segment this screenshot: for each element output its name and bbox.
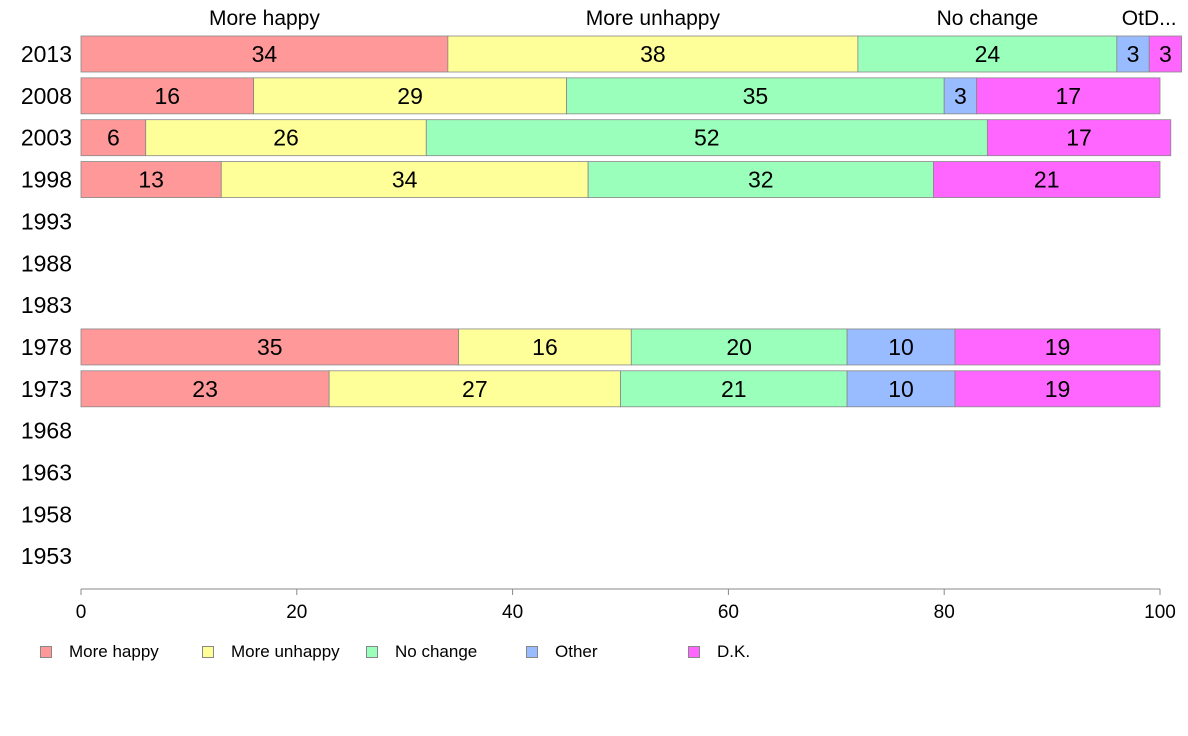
legend-label: D.K.: [717, 642, 751, 661]
category-label: 1973: [21, 376, 72, 402]
data-label: 38: [640, 41, 666, 67]
bar-segment: [976, 77, 1161, 115]
legend-label: Other: [555, 642, 598, 661]
data-label: 3: [1127, 41, 1140, 67]
bar-segment: [846, 370, 956, 408]
data-label: 16: [532, 334, 558, 360]
data-label: 34: [392, 167, 418, 193]
data-label: 17: [1055, 83, 1081, 109]
bar-segment: [630, 328, 848, 366]
legend-item: Other: [526, 641, 598, 663]
top-series-label: OtD...: [1122, 7, 1177, 30]
category-label: 1978: [21, 334, 72, 360]
data-label: 19: [1045, 376, 1071, 402]
data-label: 32: [748, 167, 774, 193]
category-label: 1983: [21, 292, 72, 318]
category-label: 1998: [21, 167, 72, 193]
data-label: 3: [954, 83, 967, 109]
bar-segment: [954, 328, 1161, 366]
legend-swatch: [40, 646, 52, 658]
category-label: 1958: [21, 501, 72, 527]
data-label: 21: [721, 376, 747, 402]
data-label: 19: [1045, 334, 1071, 360]
data-label: 10: [888, 376, 914, 402]
x-tick-label: 40: [502, 602, 523, 623]
data-label: 13: [138, 167, 164, 193]
bar-segment: [80, 35, 449, 73]
category-label: 2013: [21, 41, 72, 67]
x-tick-label: 100: [1144, 602, 1176, 623]
category-label: 1968: [21, 418, 72, 444]
legend-item: No change: [366, 641, 477, 663]
legend-item: D.K.: [688, 641, 750, 663]
bar-segment: [328, 370, 621, 408]
bar-segment: [80, 77, 255, 115]
category-label: 1988: [21, 250, 72, 276]
legend: More happy More unhappy No change Other D.K.: [40, 641, 1140, 663]
x-tick-label: 60: [718, 602, 739, 623]
legend-swatch: [526, 646, 538, 658]
bar-segment: [425, 119, 988, 157]
legend-swatch: [202, 646, 214, 658]
bar-segment: [253, 77, 567, 115]
bar-segment: [220, 161, 589, 198]
bar-segment: [933, 161, 1161, 198]
data-label: 23: [192, 376, 218, 402]
data-label: 34: [252, 41, 278, 67]
data-label: 27: [462, 376, 488, 402]
top-series-label: No change: [937, 7, 1039, 30]
bar-segment: [145, 119, 427, 157]
bar-segment: [447, 35, 859, 73]
legend-item: More unhappy: [202, 641, 340, 663]
legend-item: More happy: [40, 641, 159, 663]
data-label: 10: [888, 334, 914, 360]
data-label: 16: [155, 83, 181, 109]
data-label: 21: [1034, 167, 1060, 193]
bar-segment: [458, 328, 632, 366]
x-tick-label: 0: [76, 602, 87, 623]
bar-segment: [80, 328, 460, 366]
category-label: 1963: [21, 460, 72, 486]
data-label: 6: [107, 125, 120, 151]
bar-segment: [566, 77, 945, 115]
bar-segment: [857, 35, 1118, 73]
category-label: 2008: [21, 83, 72, 109]
legend-label: No change: [395, 642, 478, 661]
legend-swatch: [688, 646, 700, 658]
legend-label: More happy: [69, 642, 159, 661]
x-tick-label: 20: [286, 602, 307, 623]
x-tick-label: 80: [934, 602, 955, 623]
category-label: 2003: [21, 125, 72, 151]
top-series-label: More unhappy: [586, 7, 721, 30]
bar-segment: [986, 119, 1172, 157]
top-series-label: More happy: [209, 7, 320, 30]
bar-segment: [587, 161, 934, 198]
data-label: 26: [273, 125, 299, 151]
data-label: 29: [397, 83, 423, 109]
data-label: 20: [726, 334, 752, 360]
bar-segment: [846, 328, 956, 366]
category-label: 1993: [21, 208, 72, 234]
data-label: 52: [694, 125, 720, 151]
data-label: 35: [257, 334, 283, 360]
bar-segment: [954, 370, 1161, 408]
category-label: 1953: [21, 543, 72, 569]
bar-segment: [943, 77, 977, 115]
bar-segment: [1148, 35, 1182, 73]
data-label: 3: [1159, 41, 1172, 67]
legend-label: More unhappy: [231, 642, 340, 661]
data-label: 24: [975, 41, 1001, 67]
data-label: 17: [1066, 125, 1092, 151]
legend-swatch: [366, 646, 378, 658]
data-label: 35: [743, 83, 769, 109]
